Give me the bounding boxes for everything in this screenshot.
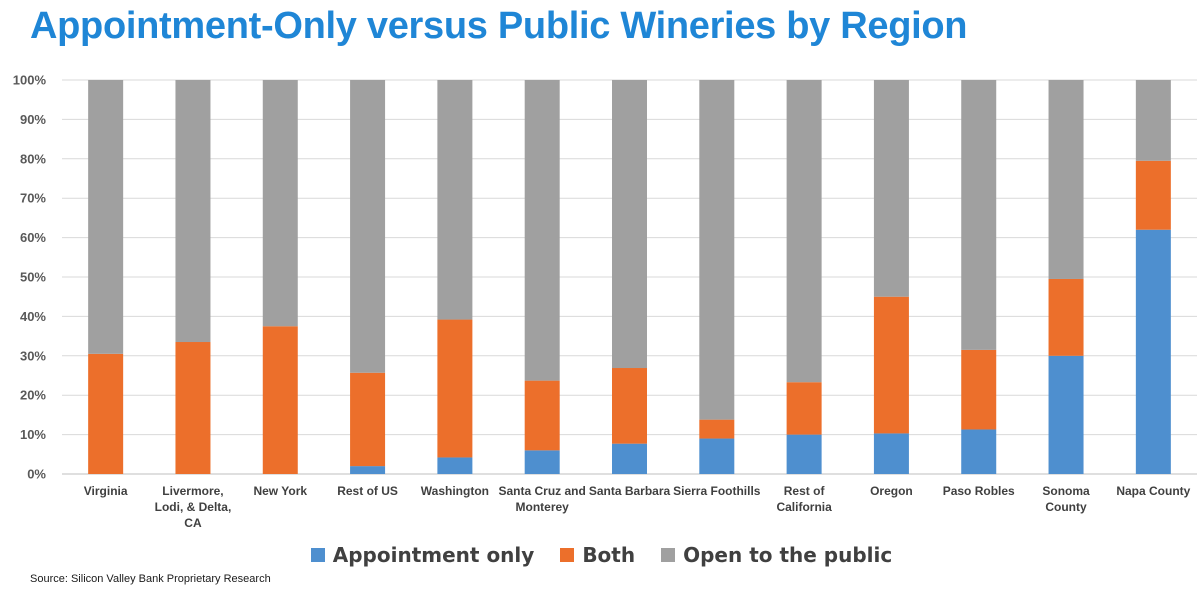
bar-segment-both (699, 419, 735, 439)
x-category-label: Virginia (84, 484, 128, 498)
legend-item-both: Both (560, 543, 635, 567)
y-tick-label: 80% (20, 151, 46, 166)
bar-segment-open-to-the-public (873, 80, 909, 297)
bar-segment-appointment-only (437, 457, 473, 474)
stacked-bar-chart: 0% 10% 20% 30% 40% 50% 60% 70% 80% 90% 100% Virgini… (13, 73, 1197, 530)
y-tick-label: 30% (20, 348, 46, 363)
bar-segment-appointment-only (873, 433, 909, 474)
x-category-label: Santa Cruz and Monterey (499, 484, 586, 514)
bar-segment-both (873, 296, 909, 434)
x-category-label: Sonoma County (1042, 484, 1090, 514)
y-tick-label: 50% (20, 270, 46, 285)
x-category-label: Paso Robles (943, 484, 1015, 498)
y-tick-label: 10% (20, 427, 46, 442)
x-category-label: Livermore, Lodi, & Delta, CA (155, 484, 232, 530)
bar-segment-open-to-the-public (612, 80, 647, 369)
bar-segment-open-to-the-public (786, 80, 822, 383)
y-tick-label: 40% (20, 309, 46, 324)
source-note: Source: Silicon Valley Bank Proprietary … (30, 573, 271, 585)
legend-item-open-to-public: Open to the public (661, 543, 892, 567)
bar-segment-appointment-only (612, 443, 647, 474)
legend-label-both: Both (582, 543, 636, 567)
bar-segment-both (262, 326, 298, 474)
bar-segment-appointment-only (1135, 229, 1171, 474)
legend-label-open-to-public: Open to the public (683, 543, 893, 567)
x-category-label: Oregon (870, 484, 913, 498)
chart-title: Appointment-Only versus Public Wineries … (30, 5, 968, 47)
y-tick-label: 100% (13, 73, 47, 88)
bar-segment-both (524, 380, 560, 451)
x-category-label: Napa County (1116, 484, 1190, 498)
x-category-label: Washington (421, 484, 489, 498)
bar-segment-appointment-only (786, 434, 822, 474)
bar-segment-appointment-only (350, 466, 386, 474)
x-category-label: New York (253, 484, 307, 498)
bar-segment-appointment-only (1048, 355, 1084, 474)
x-category-label: Rest of California (776, 484, 832, 514)
legend-label-appointment-only: Appointment only (332, 543, 535, 567)
bar-segment-both (961, 349, 997, 430)
y-tick-label: 70% (20, 191, 46, 206)
bar-segment-both (350, 372, 386, 467)
bar-segment-appointment-only (524, 450, 560, 474)
bar-segment-open-to-the-public (699, 80, 735, 420)
legend-item-appointment-only: Appointment only (310, 543, 535, 567)
x-category-label: Rest of US (337, 484, 398, 498)
bar-segment-open-to-the-public (961, 80, 997, 350)
legend: Appointment only Both Open to the public (0, 543, 1203, 567)
bar-segment-both (1135, 160, 1171, 230)
bar-segment-open-to-the-public (175, 80, 211, 343)
bar-segment-both (786, 382, 822, 435)
legend-swatch-both (560, 548, 575, 562)
bar-segment-open-to-the-public (1135, 80, 1171, 161)
bar-segment-open-to-the-public (350, 80, 386, 373)
bar-segment-both (1048, 278, 1084, 356)
legend-swatch-open-to-public (661, 548, 676, 562)
bar-segment-open-to-the-public (437, 80, 473, 320)
bar-segment-open-to-the-public (88, 80, 124, 354)
bar-segment-both (612, 368, 647, 444)
legend-swatch-appointment-only (310, 548, 325, 562)
y-tick-label: 60% (20, 230, 46, 245)
x-category-label: Sierra Foothills (673, 484, 761, 498)
y-tick-label: 90% (20, 112, 46, 127)
bar-segment-both (437, 319, 473, 458)
y-tick-label: 20% (20, 388, 46, 403)
bar-segment-open-to-the-public (524, 80, 560, 381)
bar-segment-both (175, 342, 211, 474)
y-tick-label: 0% (27, 467, 46, 482)
bar-segment-open-to-the-public (262, 80, 298, 327)
bar-segment-appointment-only (961, 429, 997, 474)
bar-segment-both (88, 353, 124, 474)
bar-segment-open-to-the-public (1048, 80, 1084, 279)
bar-segment-appointment-only (699, 438, 735, 474)
x-category-label: Santa Barbara (589, 484, 671, 498)
